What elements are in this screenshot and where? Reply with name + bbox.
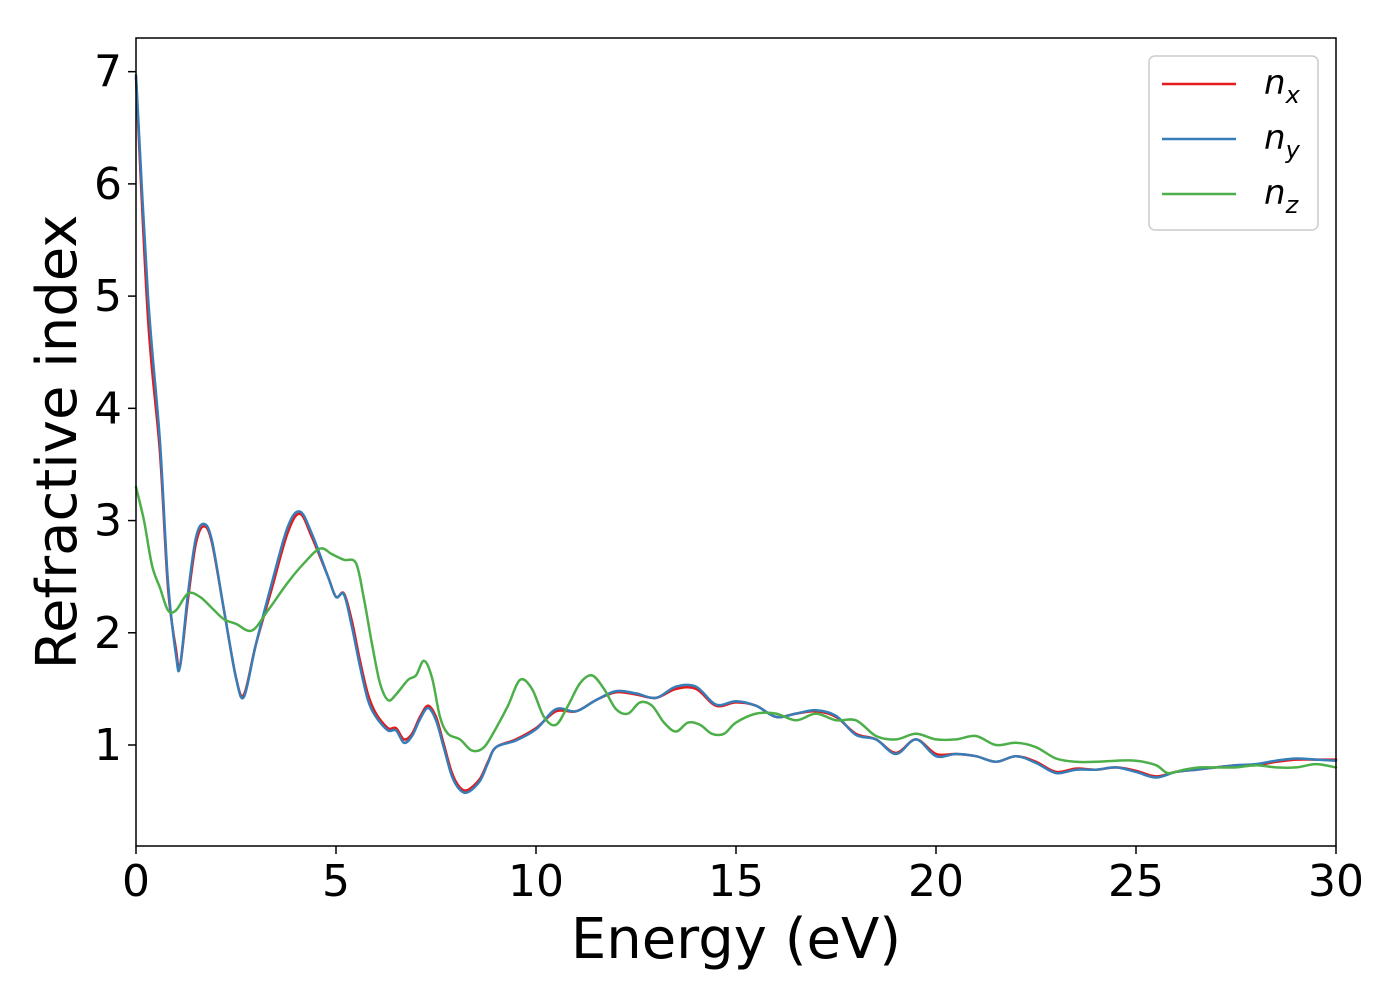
x-tick-label: 25	[1108, 856, 1164, 907]
y-tick-label: 3	[94, 496, 122, 547]
x-tick-label: 0	[122, 856, 150, 907]
legend-label-x: nx	[1264, 63, 1301, 109]
x-tick-label: 15	[708, 856, 764, 907]
series-layer	[134, 73, 1338, 795]
y-axis-label: Refractive index	[25, 215, 90, 670]
y-tick-label: 2	[94, 608, 122, 659]
y-tick-label: 5	[94, 271, 122, 322]
series-line-z	[134, 485, 1338, 775]
ticks-layer: 0 5 10 15 20 25 30 1 2 3 4 5 6 7	[94, 47, 1364, 907]
legend-label-y: ny	[1264, 118, 1301, 164]
legend-label-z: nz	[1264, 173, 1300, 219]
y-tick-label: 4	[94, 383, 122, 434]
x-tick-label: 20	[908, 856, 964, 907]
y-tick-label: 1	[94, 720, 122, 771]
y-tick-label: 6	[94, 159, 122, 210]
x-tick-label: 30	[1308, 856, 1364, 907]
x-axis-label: Energy (eV)	[571, 907, 901, 972]
legend: nx ny nz	[1148, 55, 1319, 231]
x-tick-label: 10	[508, 856, 564, 907]
series-line-y	[134, 73, 1338, 795]
y-tick-label: 7	[94, 47, 122, 98]
legend-box	[1148, 55, 1319, 231]
x-tick-label: 5	[322, 856, 350, 907]
legend-items: nx ny nz	[1162, 63, 1301, 219]
